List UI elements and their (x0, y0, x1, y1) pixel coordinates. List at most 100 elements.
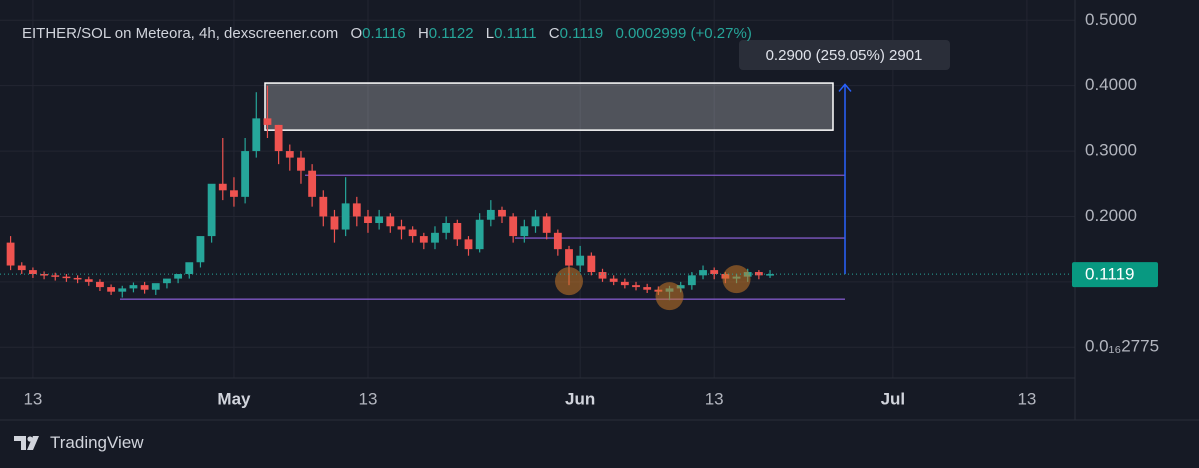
x-tick-label: Jun (565, 389, 595, 408)
candle-body (17, 265, 26, 271)
candle-body (632, 285, 640, 288)
candle-body (29, 270, 37, 275)
candle-body (40, 274, 48, 276)
candle-body (375, 216, 384, 224)
candle-body (408, 229, 417, 237)
candle-body (308, 170, 317, 197)
y-tick-label: 0.2000 (1085, 206, 1137, 225)
candle-body (129, 285, 138, 289)
candle-body (330, 216, 339, 230)
candle-body (509, 216, 518, 237)
candle-body (710, 270, 719, 275)
last-price-badge (1072, 262, 1158, 288)
candle-body (118, 288, 127, 292)
x-tick-label: 13 (359, 389, 378, 408)
candle-body (84, 279, 93, 282)
candle-body (263, 118, 272, 125)
open-label: O (350, 25, 363, 42)
candle-body (107, 287, 116, 292)
x-tick-label: 13 (1017, 389, 1036, 408)
candle-body (486, 209, 495, 220)
price-zone (264, 82, 834, 131)
candle-body (687, 275, 696, 286)
last-price-label: 0.1119 (1085, 265, 1134, 284)
x-tick-label: 13 (705, 389, 724, 408)
highlight-circle (655, 282, 684, 311)
y-tick-label: 0.0₁₆2775 (1085, 337, 1159, 356)
brand-logo (14, 436, 39, 450)
candle-body (196, 236, 205, 263)
candle-body (699, 270, 707, 276)
candle-body (319, 196, 328, 217)
candle-body (498, 209, 506, 217)
y-tick-label: 0.5000 (1085, 10, 1137, 29)
candle-body (140, 285, 149, 290)
candle-body (643, 287, 652, 290)
candle-body (676, 285, 685, 289)
candle-body (386, 216, 395, 227)
footer: TradingView (14, 433, 144, 453)
candle-body (475, 219, 484, 250)
close-value: 0.1119 (559, 25, 604, 42)
candle-body (553, 232, 562, 250)
x-tick-label: 13 (23, 389, 42, 408)
candle-body (442, 223, 451, 233)
candle-body (151, 283, 160, 290)
y-tick-label: 0.3000 (1085, 141, 1137, 160)
candle-body (531, 216, 540, 227)
change-value: 0.0002999 (+0.27%) (615, 25, 752, 42)
low-value: 0.1111 (494, 25, 537, 42)
candle-body (587, 255, 596, 273)
candle-body (51, 275, 60, 277)
candle-body (252, 118, 261, 152)
candle-body (241, 151, 250, 197)
candle-body (766, 274, 774, 276)
candle-body (174, 274, 183, 279)
close-label: C (548, 25, 560, 42)
legend-header: EITHER/SOL on Meteora, 4h, dexscreener.c… (22, 25, 752, 42)
x-tick-label: May (217, 389, 251, 408)
x-tick-label: Jul (881, 389, 906, 408)
candle-body (397, 226, 406, 230)
candle-body (207, 183, 216, 237)
highlight-circle (722, 265, 751, 294)
candle-body (352, 203, 361, 217)
highlight-circle (555, 267, 584, 296)
candle-body (542, 216, 551, 233)
candle-body (364, 216, 372, 224)
candle-body (576, 255, 585, 266)
candle-body (464, 239, 473, 250)
measure-tooltip: 0.2900 (259.05%) 2901 (766, 47, 923, 64)
candle-body (609, 278, 618, 282)
symbol-title: EITHER/SOL on Meteora, 4h, dexscreener.c… (22, 25, 339, 42)
measure-arrowhead (838, 83, 852, 92)
candle-body (285, 151, 294, 158)
high-label: H (417, 25, 429, 42)
candle-body (754, 272, 763, 276)
candle-body (274, 124, 283, 152)
candle-body (230, 190, 238, 197)
high-value: 0.1122 (428, 25, 474, 42)
candle-body (419, 236, 428, 243)
candle-body (163, 278, 171, 284)
candle-body (73, 277, 82, 280)
candle-body (6, 242, 15, 266)
candle-body (341, 203, 350, 230)
candle-body (297, 157, 305, 171)
y-tick-label: 0.4000 (1085, 75, 1137, 94)
candle-body (620, 281, 629, 286)
brand-name: TradingView (50, 433, 144, 452)
candle-body (598, 272, 607, 279)
candle-body (431, 232, 439, 243)
open-value: 0.1116 (362, 25, 406, 42)
candle-body (218, 183, 227, 191)
low-label: L (485, 25, 495, 42)
candle-body (453, 223, 462, 240)
candle-body (96, 281, 104, 288)
candle-body (62, 276, 71, 279)
candle-body (565, 249, 573, 266)
candle-body (185, 262, 194, 275)
candle-body (520, 226, 529, 237)
